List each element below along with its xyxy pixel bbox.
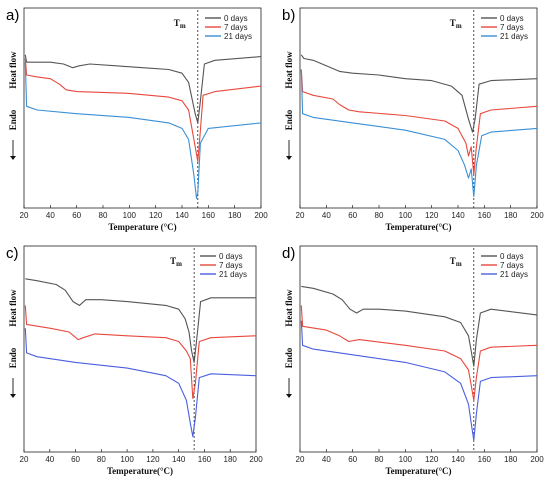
x-tick-label: 20 [296, 455, 305, 464]
series-line-21-days [300, 69, 538, 198]
series-line-0-days [300, 54, 538, 133]
y-axis-title-endo: Endo [284, 109, 294, 130]
x-tick-label: 180 [504, 211, 518, 220]
x-tick-label: 100 [399, 211, 413, 220]
tm-label: Tm [450, 256, 462, 268]
y-axis-title-heat-flow: Heat flow [8, 51, 18, 89]
x-tick-label: 200 [530, 211, 544, 220]
tm-label: Tm [170, 256, 182, 268]
x-tick-label: 160 [478, 211, 492, 220]
legend-entry: 21 days [224, 32, 252, 41]
panel-letter: b) [282, 7, 295, 24]
legend-entry: 21 days [500, 32, 528, 41]
legend-entry: 0 days [500, 252, 524, 261]
panel-letter: a) [6, 7, 19, 24]
series-line-21-days [24, 62, 262, 199]
endo-arrow-icon [286, 156, 292, 160]
x-axis-title: Temperature(°C) [385, 466, 451, 476]
plot-frame [299, 245, 538, 453]
x-axis-title: Temperature(°C) [107, 466, 173, 476]
x-tick-label: 80 [375, 455, 384, 464]
x-tick-label: 40 [322, 455, 331, 464]
plot-frame [23, 7, 262, 209]
x-tick-label: 80 [99, 211, 108, 220]
x-tick-label: 140 [175, 211, 189, 220]
x-tick-label: 140 [451, 211, 465, 220]
x-tick-label: 100 [120, 455, 134, 464]
x-tick-label: 180 [224, 455, 238, 464]
series-line-7-days [24, 58, 262, 163]
legend-entry: 7 days [500, 261, 524, 270]
x-tick-label: 60 [348, 455, 357, 464]
x-tick-label: 200 [530, 455, 544, 464]
chart-panel-a: a) 20 40 60 80 100 120 140 160 180 200 Temperature … [6, 7, 268, 232]
series-line-0-days [25, 278, 256, 363]
x-tick-label: 120 [149, 211, 163, 220]
series-line-0-days [24, 54, 262, 124]
legend-entry: 21 days [219, 270, 247, 279]
series-line-7-days [300, 69, 538, 175]
x-tick-label: 120 [425, 211, 439, 220]
x-tick-label: 180 [504, 455, 518, 464]
series-line-7-days [300, 305, 538, 401]
x-tick-label: 100 [399, 455, 413, 464]
x-tick-label: 60 [71, 455, 80, 464]
y-axis-title-endo: Endo [8, 109, 18, 130]
endo-arrow-icon [286, 394, 292, 398]
y-axis-title-endo: Endo [8, 347, 18, 368]
legend-entry: 7 days [219, 261, 243, 270]
chart-panel-b: b) 20 40 60 80 100 120 140 160 180 200 Temperature(… [282, 7, 544, 232]
y-axis-title-heat-flow: Heat flow [284, 289, 294, 327]
panel-letter: c) [6, 245, 19, 262]
x-tick-label: 200 [249, 455, 263, 464]
x-tick-label: 140 [451, 455, 465, 464]
x-tick-label: 60 [348, 211, 357, 220]
x-tick-label: 200 [254, 211, 268, 220]
legend-entry: 7 days [224, 23, 248, 32]
x-tick-label: 160 [478, 455, 492, 464]
series-line-21-days [24, 328, 257, 438]
x-tick-label: 40 [46, 211, 55, 220]
tm-label: Tm [450, 18, 462, 30]
x-tick-label: 160 [198, 455, 212, 464]
x-tick-label: 180 [228, 211, 242, 220]
series-line-21-days [300, 320, 538, 441]
legend-entry: 0 days [224, 14, 248, 23]
x-tick-label: 140 [172, 455, 186, 464]
x-tick-label: 40 [322, 211, 331, 220]
legend-entry: 21 days [500, 270, 528, 279]
x-tick-label: 160 [202, 211, 216, 220]
panel-letter: d) [282, 245, 295, 262]
x-tick-label: 20 [20, 211, 29, 220]
endo-arrow-icon [10, 156, 16, 160]
chart-panel-d: d) 20 40 60 80 100 120 140 160 180 200 Temperature(… [282, 245, 544, 476]
x-axis-title: Temperature (°C) [108, 222, 176, 232]
legend-entry: 7 days [500, 23, 524, 32]
plot-frame [23, 245, 257, 453]
chart-panel-c: c) 20 40 60 80 100 120 140 160 180 200 Temperature(… [6, 245, 263, 476]
tm-label: Tm [174, 18, 186, 30]
x-tick-label: 40 [45, 455, 54, 464]
legend-entry: 0 days [500, 14, 524, 23]
x-tick-label: 20 [20, 455, 29, 464]
series-line-0-days [301, 285, 538, 367]
y-axis-title-heat-flow: Heat flow [8, 289, 18, 327]
x-tick-label: 120 [146, 455, 160, 464]
y-axis-title-endo: Endo [284, 347, 294, 368]
x-tick-label: 60 [72, 211, 81, 220]
x-tick-label: 100 [123, 211, 137, 220]
series-line-7-days [24, 305, 257, 400]
x-axis-title: Temperature(°C) [385, 222, 451, 232]
y-axis-title-heat-flow: Heat flow [284, 51, 294, 89]
x-tick-label: 80 [375, 211, 384, 220]
legend-entry: 0 days [219, 252, 243, 261]
plot-frame [299, 7, 538, 209]
x-tick-label: 120 [425, 455, 439, 464]
x-tick-label: 80 [97, 455, 106, 464]
endo-arrow-icon [10, 394, 16, 398]
x-tick-label: 20 [296, 211, 305, 220]
